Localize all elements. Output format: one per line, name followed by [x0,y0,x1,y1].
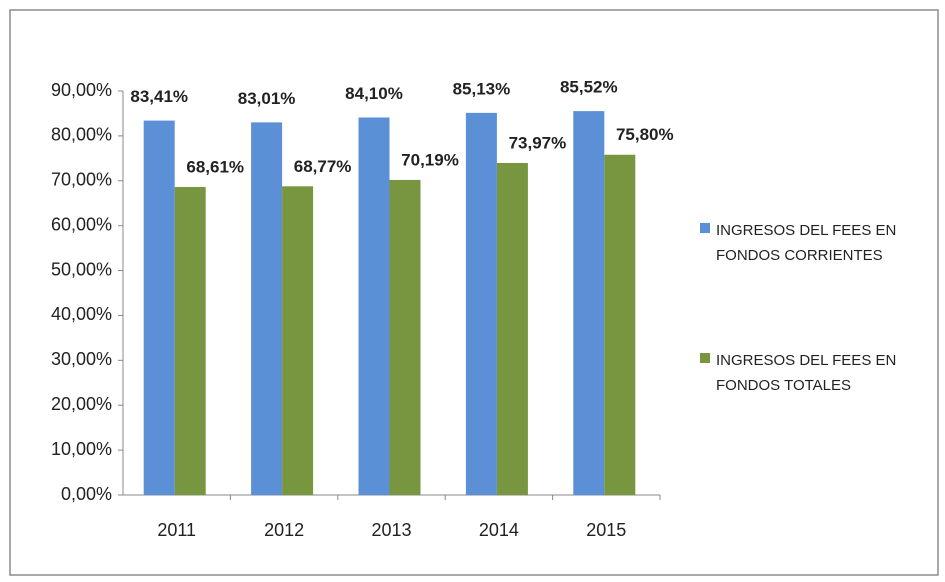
bar [573,111,605,495]
data-label: 73,97% [509,133,567,152]
y-tick-label: 30,00% [51,349,112,369]
legend-swatch [700,223,710,233]
y-tick-label: 0,00% [61,484,112,504]
data-label: 83,41% [130,87,188,106]
legend-swatch [700,353,710,363]
legend-entry: INGRESOS DEL FEES EN FONDOS TOTALES [716,352,897,394]
bar [389,179,421,495]
legend-label: INGRESOS DEL FEES EN FONDOS TOTALES [716,352,897,394]
bar [358,117,390,496]
bar [143,120,175,495]
data-label: 70,19% [401,150,459,169]
x-tick-label: 2012 [264,520,304,540]
y-tick-label: 10,00% [51,439,112,459]
data-label: 85,52% [560,78,618,97]
bar [604,154,636,495]
x-tick-label: 2013 [371,520,411,540]
x-tick-label: 2014 [479,520,519,540]
data-label: 84,10% [345,84,403,103]
y-tick-label: 60,00% [51,214,112,234]
y-tick-label: 70,00% [51,170,112,190]
legend-entry: INGRESOS DEL FEES EN FONDOS CORRIENTES [716,222,897,264]
y-tick-label: 40,00% [51,304,112,324]
bar [496,162,528,495]
x-tick-label: 2011 [157,520,196,540]
data-label: 75,80% [616,125,674,144]
bar [251,122,283,496]
x-tick-label: 2015 [586,520,626,540]
data-label: 68,77% [294,157,352,176]
data-label: 85,13% [453,79,511,98]
legend-label: INGRESOS DEL FEES EN FONDOS CORRIENTES [716,222,897,264]
data-label: 68,61% [186,158,244,177]
bar [174,187,206,495]
data-label: 83,01% [238,89,296,108]
bar [465,112,497,495]
y-tick-label: 80,00% [51,125,112,145]
y-tick-label: 20,00% [51,394,112,414]
y-tick-label: 50,00% [51,259,112,279]
y-tick-label: 90,00% [51,80,112,100]
bar [282,186,314,495]
